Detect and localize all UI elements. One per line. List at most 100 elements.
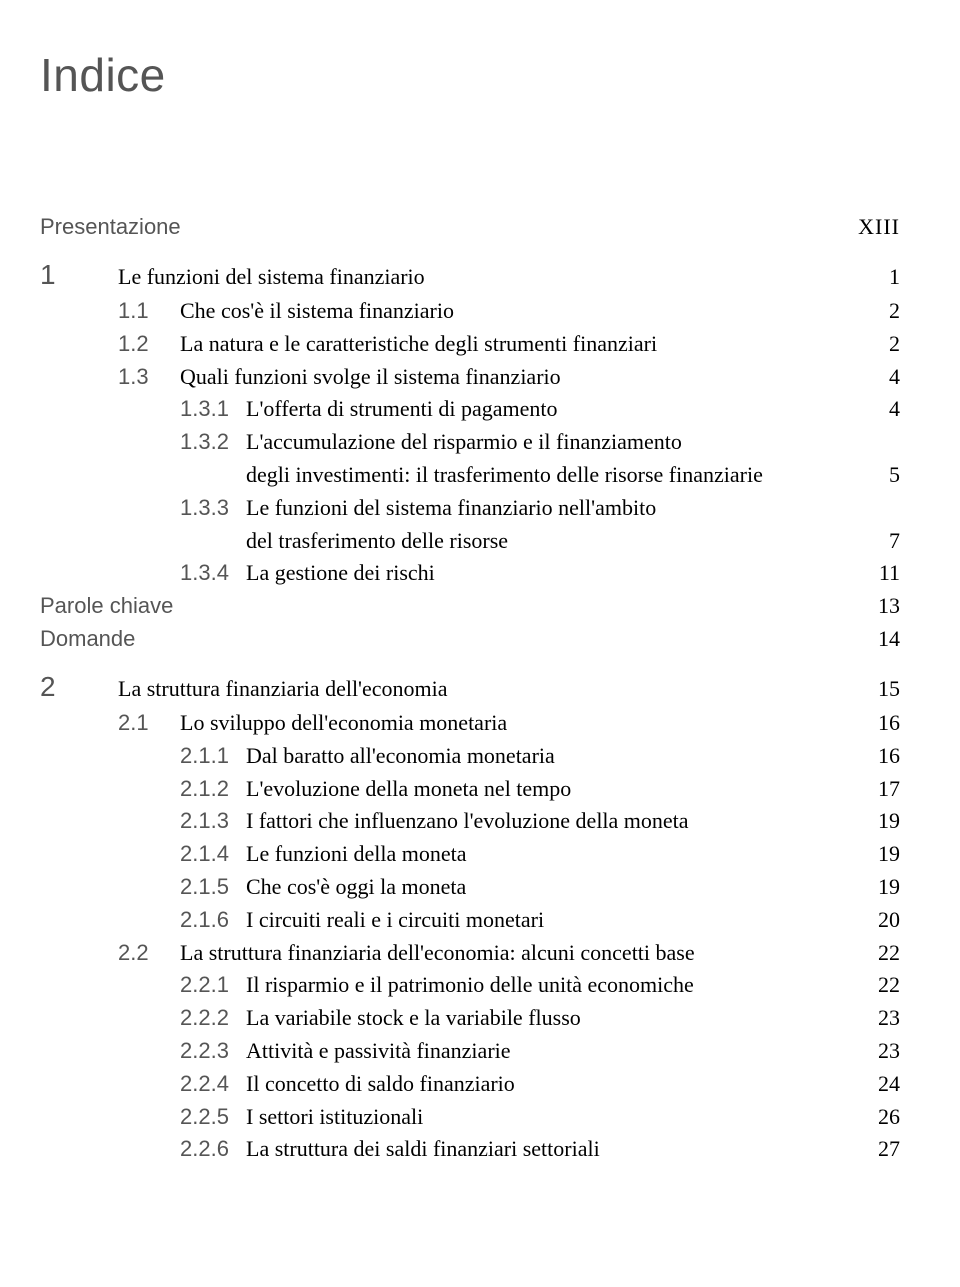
toc-row: 2.1.2L'evoluzione della moneta nel tempo… xyxy=(40,774,900,805)
toc-page-number: 19 xyxy=(840,872,900,903)
toc-row: 2.1.6I circuiti reali e i circuiti monet… xyxy=(40,905,900,936)
toc-entry-text: L'offerta di strumenti di pagamento xyxy=(246,394,840,425)
toc-subsection-number: 1.3.2 xyxy=(180,427,246,458)
spacer xyxy=(40,245,900,255)
toc-subsection-number: 2.1.6 xyxy=(180,905,246,936)
toc-subsection-number: 2.1.3 xyxy=(180,806,246,837)
toc-row: 1.1Che cos'è il sistema finanziario2 xyxy=(40,296,900,327)
toc-subsection-number: 1.3.4 xyxy=(180,558,246,589)
toc-section-number: 1.3 xyxy=(118,362,180,393)
toc-row: 2.1.4Le funzioni della moneta19 xyxy=(40,839,900,870)
toc-page-number: 13 xyxy=(840,591,900,622)
toc-row: 1.2La natura e le caratteristiche degli … xyxy=(40,329,900,360)
toc-page-number: 22 xyxy=(840,938,900,969)
toc-section-number: 2.2 xyxy=(118,938,180,969)
toc-row: 1.3.2L'accumulazione del risparmio e il … xyxy=(40,427,900,458)
toc-entry-text: Che cos'è il sistema finanziario xyxy=(180,296,840,327)
toc-entry-text: Le funzioni della moneta xyxy=(246,839,840,870)
toc-row: 2.1.3I fattori che influenzano l'evoluzi… xyxy=(40,806,900,837)
toc-chapter-number: 2 xyxy=(40,667,118,706)
toc-row: 2.1.5Che cos'è oggi la moneta19 xyxy=(40,872,900,903)
toc-row: del trasferimento delle risorse7 xyxy=(40,526,900,557)
toc-row: 1Le funzioni del sistema finanziario1 xyxy=(40,255,900,294)
toc-subsection-number: 2.2.4 xyxy=(180,1069,246,1100)
toc-entry-text: Attività e passività finanziarie xyxy=(246,1036,840,1067)
toc-page-number: 16 xyxy=(840,741,900,772)
toc-section-number: 1.2 xyxy=(118,329,180,360)
toc-row: 1.3.4La gestione dei rischi11 xyxy=(40,558,900,589)
toc-entry-text: Quali funzioni svolge il sistema finanzi… xyxy=(180,362,840,393)
toc-page-number: 11 xyxy=(840,558,900,589)
toc-page-number: 26 xyxy=(840,1102,900,1133)
toc-row: 2.2.1Il risparmio e il patrimonio delle … xyxy=(40,970,900,1001)
toc-page-number: 7 xyxy=(840,526,900,557)
toc-entry-continuation: del trasferimento delle risorse xyxy=(40,526,840,557)
toc-entry-text: Che cos'è oggi la moneta xyxy=(246,872,840,903)
toc-row: 2.2.4Il concetto di saldo finanziario24 xyxy=(40,1069,900,1100)
toc-subsection-number: 2.1.5 xyxy=(180,872,246,903)
toc-subsection-number: 2.1.1 xyxy=(180,741,246,772)
toc-section-number: 1.1 xyxy=(118,296,180,327)
toc-subsection-number: 2.2.6 xyxy=(180,1134,246,1165)
toc-page-number: 17 xyxy=(840,774,900,805)
toc-entry-text: Le funzioni del sistema finanziario xyxy=(118,262,840,293)
toc-section-label: Domande xyxy=(40,624,840,655)
toc-entry-text: La variabile stock e la variabile flusso xyxy=(246,1003,840,1034)
toc-page-number: 5 xyxy=(840,460,900,491)
toc-entry-text: La gestione dei rischi xyxy=(246,558,840,589)
table-of-contents: PresentazioneXIII1Le funzioni del sistem… xyxy=(40,212,900,1165)
toc-section-number: 2.1 xyxy=(118,708,180,739)
toc-entry-text: La struttura finanziaria dell'economia xyxy=(118,674,840,705)
toc-row: 2.1.1Dal baratto all'economia monetaria1… xyxy=(40,741,900,772)
toc-entry-text: La natura e le caratteristiche degli str… xyxy=(180,329,840,360)
toc-subsection-number: 2.2.3 xyxy=(180,1036,246,1067)
toc-subsection-number: 1.3.3 xyxy=(180,493,246,524)
toc-page-number: 2 xyxy=(840,296,900,327)
toc-section-label: Parole chiave xyxy=(40,591,840,622)
toc-row: 2.2.6La struttura dei saldi finanziari s… xyxy=(40,1134,900,1165)
toc-subsection-number: 2.1.4 xyxy=(180,839,246,870)
toc-entry-text: La struttura dei saldi finanziari settor… xyxy=(246,1134,840,1165)
page: Indice PresentazioneXIII1Le funzioni del… xyxy=(0,0,960,1287)
toc-entry-text: Il risparmio e il patrimonio delle unità… xyxy=(246,970,840,1001)
toc-page-number: 16 xyxy=(840,708,900,739)
toc-row: 2.2.5I settori istituzionali26 xyxy=(40,1102,900,1133)
toc-page-number: 4 xyxy=(840,362,900,393)
toc-row: 1.3.1L'offerta di strumenti di pagamento… xyxy=(40,394,900,425)
toc-entry-text: I fattori che influenzano l'evoluzione d… xyxy=(246,806,840,837)
toc-row: Domande14 xyxy=(40,624,900,655)
toc-entry-text: Le funzioni del sistema finanziario nell… xyxy=(246,493,840,524)
toc-row: 1.3.3Le funzioni del sistema finanziario… xyxy=(40,493,900,524)
toc-subsection-number: 2.2.1 xyxy=(180,970,246,1001)
toc-subsection-number: 2.2.5 xyxy=(180,1102,246,1133)
toc-page-number: 24 xyxy=(840,1069,900,1100)
toc-page-number: 23 xyxy=(840,1003,900,1034)
page-title: Indice xyxy=(40,48,900,102)
toc-entry-text: Il concetto di saldo finanziario xyxy=(246,1069,840,1100)
toc-entry-text: L'accumulazione del risparmio e il finan… xyxy=(246,427,840,458)
toc-page-number: XIII xyxy=(840,212,900,243)
toc-page-number: 19 xyxy=(840,806,900,837)
toc-row: 2.2.2La variabile stock e la variabile f… xyxy=(40,1003,900,1034)
toc-section-label: Presentazione xyxy=(40,212,840,243)
toc-page-number: 15 xyxy=(840,674,900,705)
toc-row: 1.3Quali funzioni svolge il sistema fina… xyxy=(40,362,900,393)
toc-subsection-number: 2.1.2 xyxy=(180,774,246,805)
toc-row: 2La struttura finanziaria dell'economia1… xyxy=(40,667,900,706)
toc-row: 2.1Lo sviluppo dell'economia monetaria16 xyxy=(40,708,900,739)
toc-row: 2.2.3Attività e passività finanziarie23 xyxy=(40,1036,900,1067)
toc-entry-text: Lo sviluppo dell'economia monetaria xyxy=(180,708,840,739)
toc-page-number: 14 xyxy=(840,624,900,655)
spacer xyxy=(40,657,900,667)
toc-page-number: 19 xyxy=(840,839,900,870)
toc-entry-text: L'evoluzione della moneta nel tempo xyxy=(246,774,840,805)
toc-row: Parole chiave13 xyxy=(40,591,900,622)
toc-page-number: 4 xyxy=(840,394,900,425)
toc-entry-text: I circuiti reali e i circuiti monetari xyxy=(246,905,840,936)
toc-row: degli investimenti: il trasferimento del… xyxy=(40,460,900,491)
toc-page-number: 23 xyxy=(840,1036,900,1067)
toc-page-number: 22 xyxy=(840,970,900,1001)
toc-page-number: 2 xyxy=(840,329,900,360)
toc-page-number: 1 xyxy=(840,262,900,293)
toc-entry-text: Dal baratto all'economia monetaria xyxy=(246,741,840,772)
